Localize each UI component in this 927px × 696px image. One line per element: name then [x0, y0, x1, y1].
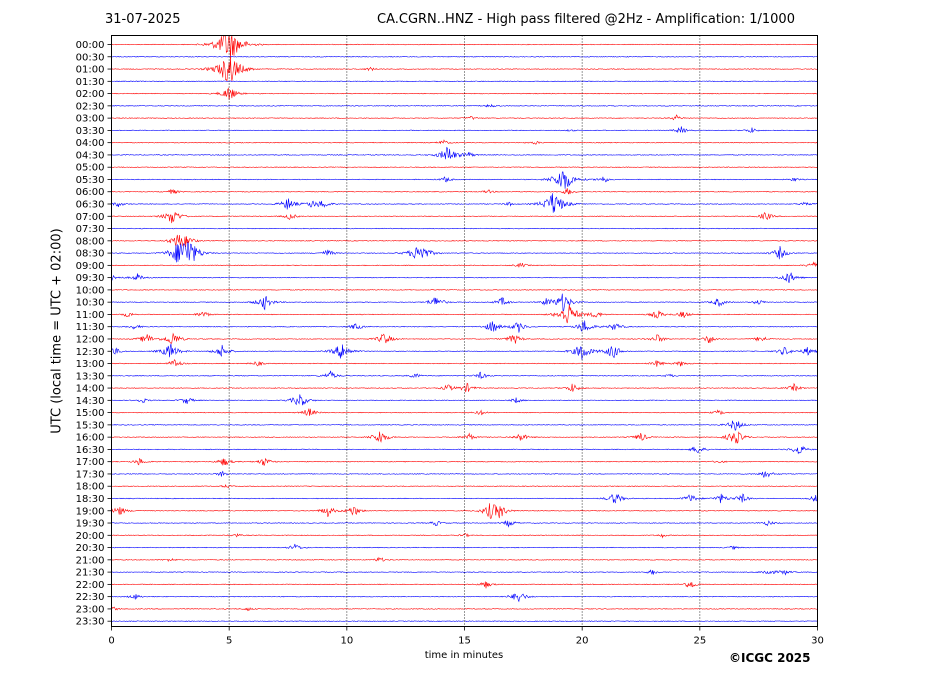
y-tick-label: 00:00	[76, 40, 105, 51]
y-tick-label: 15:00	[76, 408, 105, 419]
y-tick-label: 19:30	[76, 519, 105, 530]
trace-1930	[111, 520, 818, 528]
y-tick-label: 16:30	[76, 445, 105, 456]
y-tick-label: 02:00	[76, 89, 105, 100]
y-tick-label: 21:30	[76, 568, 105, 579]
trace-1600	[111, 431, 818, 444]
y-tick-label: 12:00	[76, 334, 105, 345]
trace-1630	[111, 445, 818, 455]
trace-1000	[111, 289, 818, 291]
trace-0300	[111, 114, 818, 121]
grid-lines	[228, 35, 701, 627]
trace-2130	[111, 569, 818, 576]
y-tick-label: 23:00	[76, 604, 105, 615]
y-tick-label: 09:00	[76, 261, 105, 272]
y-tick-label: 13:00	[76, 359, 105, 370]
y-tick-label: 03:30	[76, 126, 105, 137]
date-label: 31-07-2025	[105, 12, 181, 27]
y-tick-label: 15:30	[76, 420, 105, 431]
x-tick-label: 0	[108, 636, 114, 647]
x-tick-label: 25	[693, 636, 706, 647]
y-tick-label: 04:30	[76, 150, 105, 161]
trace-0530	[111, 171, 818, 189]
y-tick-label: 14:30	[76, 396, 105, 407]
y-tick-label: 19:00	[76, 506, 105, 517]
y-tick-label: 23:30	[76, 617, 105, 628]
trace-0700	[111, 211, 818, 224]
trace-1030	[111, 293, 818, 311]
plot-frame	[111, 35, 818, 627]
chart-title: CA.CGRN..HNZ - High pass filtered @2Hz -…	[377, 12, 795, 27]
trace-0500	[111, 166, 818, 168]
trace-1330	[111, 370, 818, 380]
y-tick-label: 05:30	[76, 175, 105, 186]
y-tick-label: 09:30	[76, 273, 105, 284]
y-tick-label: 08:00	[76, 236, 105, 247]
trace-0230	[111, 103, 818, 108]
y-tick-label: 14:00	[76, 384, 105, 395]
trace-0800	[111, 234, 818, 248]
y-tick-label: 22:30	[76, 592, 105, 603]
y-tick-label: 01:30	[76, 77, 105, 88]
y-tick-label: 12:30	[76, 347, 105, 358]
y-tick-label: 17:30	[76, 469, 105, 480]
y-tick-label: 07:30	[76, 224, 105, 235]
x-tick-label: 20	[576, 636, 589, 647]
trace-1430	[111, 394, 818, 406]
trace-0400	[111, 139, 818, 145]
y-tick-label: 10:30	[76, 298, 105, 309]
y-tick-label: 20:30	[76, 543, 105, 554]
trace-2030	[111, 543, 818, 551]
y-tick-label: 02:30	[76, 101, 105, 112]
x-axis-label: time in minutes	[424, 650, 504, 661]
x-tick-label: 30	[811, 636, 824, 647]
trace-0900	[111, 261, 818, 268]
y-tick-label: 03:00	[76, 114, 105, 125]
trace-1500	[111, 408, 818, 416]
y-tick-label: 16:00	[76, 433, 105, 444]
trace-1400	[111, 382, 818, 393]
trace-0430	[111, 146, 818, 160]
y-tick-label: 17:00	[76, 457, 105, 468]
x-tick-label: 15	[458, 636, 471, 647]
y-tick-label: 04:00	[76, 138, 105, 149]
y-tick-label: 22:00	[76, 580, 105, 591]
y-tick-label: 11:30	[76, 322, 105, 333]
x-axis-ticks: 0 5 10 15 20 25 30	[108, 626, 824, 647]
y-tick-label: 06:00	[76, 187, 105, 198]
y-tick-label: 20:00	[76, 531, 105, 542]
trace-2100	[111, 556, 818, 563]
y-tick-label: 06:30	[76, 200, 105, 211]
trace-0830	[111, 242, 818, 263]
y-tick-label: 01:00	[76, 65, 105, 76]
y-tick-label: 18:30	[76, 494, 105, 505]
trace-1530	[111, 420, 818, 432]
y-tick-label: 11:00	[76, 310, 105, 321]
copyright-label: ©ICGC 2025	[729, 651, 811, 665]
y-tick-label: 13:30	[76, 371, 105, 382]
trace-0330	[111, 126, 818, 134]
trace-0730	[111, 227, 818, 230]
x-tick-label: 5	[226, 636, 232, 647]
y-tick-label: 18:00	[76, 482, 105, 493]
trace-1100	[111, 304, 818, 324]
y-tick-label: 00:30	[76, 52, 105, 63]
y-tick-label: 21:00	[76, 555, 105, 566]
y-tick-label: 07:00	[76, 212, 105, 223]
trace-0930	[111, 272, 818, 283]
y-tick-label: 10:00	[76, 285, 105, 296]
x-tick-label: 10	[340, 636, 353, 647]
trace-2000	[111, 532, 818, 539]
trace-0200	[111, 87, 818, 100]
y-tick-label: 05:00	[76, 163, 105, 174]
y-tick-label: 08:30	[76, 249, 105, 260]
